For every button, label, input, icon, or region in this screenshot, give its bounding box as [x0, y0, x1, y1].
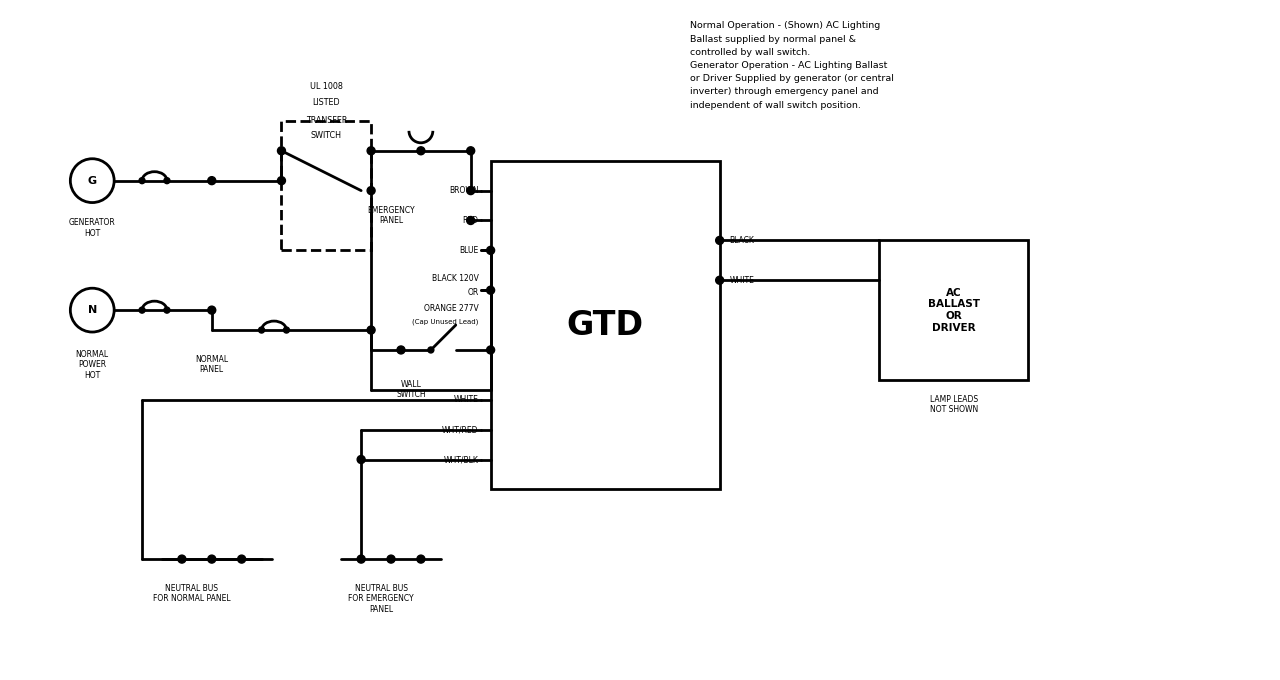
Circle shape: [387, 555, 396, 563]
Circle shape: [486, 286, 494, 294]
Circle shape: [467, 186, 475, 194]
Bar: [490, 160, 719, 490]
Circle shape: [140, 307, 145, 313]
Circle shape: [207, 555, 216, 563]
Text: (Cap Unused Lead): (Cap Unused Lead): [412, 319, 479, 325]
Text: LISTED: LISTED: [312, 99, 340, 107]
Circle shape: [716, 237, 723, 244]
Text: WHT/BLK: WHT/BLK: [444, 455, 479, 464]
Circle shape: [164, 177, 170, 184]
Text: GTD: GTD: [567, 309, 644, 341]
Circle shape: [486, 346, 494, 354]
Circle shape: [178, 555, 186, 563]
Circle shape: [140, 177, 145, 184]
Text: Normal Operation - (Shown) AC Lighting
Ballast supplied by normal panel &
contro: Normal Operation - (Shown) AC Lighting B…: [690, 21, 893, 109]
Text: WHITE: WHITE: [730, 276, 754, 285]
Circle shape: [259, 327, 265, 333]
Circle shape: [278, 147, 285, 155]
Circle shape: [467, 216, 475, 224]
Circle shape: [417, 555, 425, 563]
Text: TRANSFER: TRANSFER: [306, 116, 347, 125]
Text: WHT/RED: WHT/RED: [442, 425, 479, 434]
Circle shape: [716, 276, 723, 284]
Text: WALL
SWITCH: WALL SWITCH: [396, 380, 426, 399]
Text: SWITCH: SWITCH: [311, 131, 342, 140]
Circle shape: [467, 147, 475, 155]
Bar: [282, 121, 371, 250]
Text: WHITE: WHITE: [454, 395, 479, 404]
Circle shape: [417, 147, 425, 155]
Text: NEUTRAL BUS
FOR EMERGENCY
PANEL: NEUTRAL BUS FOR EMERGENCY PANEL: [348, 584, 413, 614]
Text: AC
BALLAST
OR
DRIVER: AC BALLAST OR DRIVER: [928, 288, 979, 333]
Circle shape: [357, 555, 365, 563]
Text: LAMP LEADS
NOT SHOWN: LAMP LEADS NOT SHOWN: [929, 395, 978, 414]
Text: GENERATOR
HOT: GENERATOR HOT: [69, 218, 115, 238]
Text: BROWN: BROWN: [449, 186, 479, 195]
Circle shape: [486, 246, 494, 254]
Bar: [879, 241, 1028, 380]
Circle shape: [283, 327, 289, 333]
Circle shape: [164, 307, 170, 313]
Text: BLUE: BLUE: [460, 246, 479, 255]
Text: BLACK 120V: BLACK 120V: [431, 274, 479, 283]
Circle shape: [238, 555, 246, 563]
Text: BLACK: BLACK: [730, 236, 754, 245]
Text: ORANGE 277V: ORANGE 277V: [424, 304, 479, 313]
Text: RED: RED: [462, 216, 479, 225]
Circle shape: [367, 326, 375, 334]
Text: NORMAL
POWER
HOT: NORMAL POWER HOT: [76, 350, 109, 379]
Circle shape: [397, 346, 404, 354]
Text: NEUTRAL BUS
FOR NORMAL PANEL: NEUTRAL BUS FOR NORMAL PANEL: [154, 584, 230, 603]
Text: G: G: [88, 175, 97, 186]
Circle shape: [207, 306, 216, 314]
Text: UL 1008: UL 1008: [310, 82, 343, 90]
Text: EMERGENCY
PANEL: EMERGENCY PANEL: [367, 205, 415, 225]
Circle shape: [207, 177, 216, 185]
Text: OR: OR: [467, 288, 479, 296]
Circle shape: [357, 456, 365, 464]
Circle shape: [367, 147, 375, 155]
Circle shape: [278, 177, 285, 185]
Text: NORMAL
PANEL: NORMAL PANEL: [195, 355, 228, 374]
Circle shape: [367, 186, 375, 194]
Text: N: N: [87, 305, 97, 315]
Circle shape: [428, 347, 434, 353]
